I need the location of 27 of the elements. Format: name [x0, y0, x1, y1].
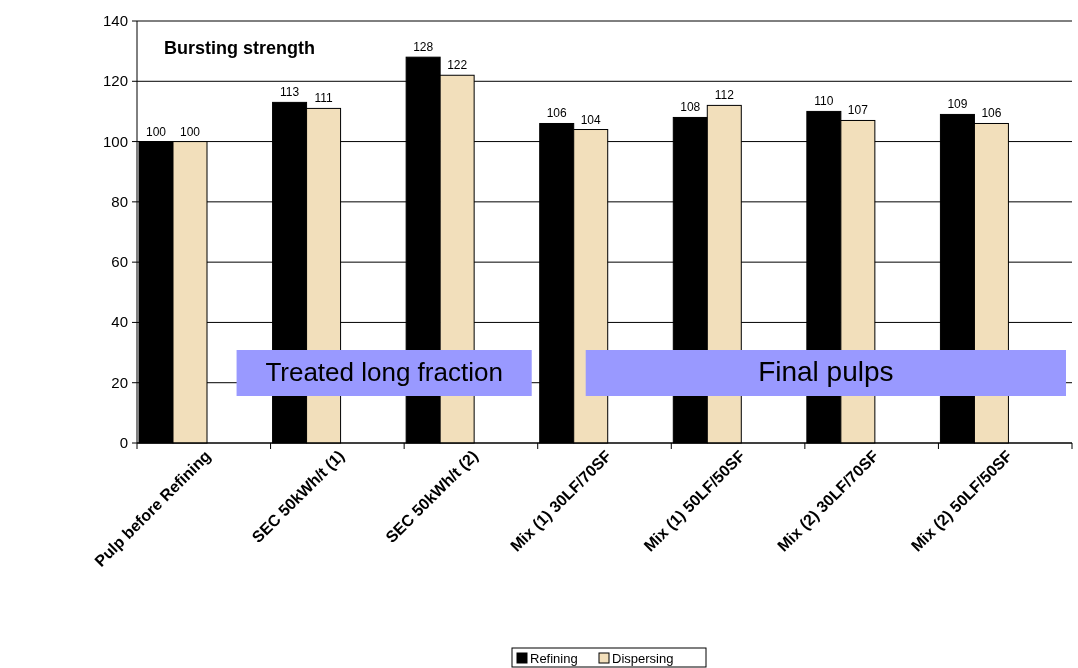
y-tick-label: 40: [111, 313, 128, 331]
y-tick-label: 20: [111, 373, 128, 391]
y-tick-label: 120: [102, 72, 128, 90]
data-label: 110: [814, 94, 834, 109]
data-label: 106: [981, 106, 1002, 121]
data-label: 112: [714, 88, 735, 103]
y-tick-label: 140: [102, 12, 128, 29]
y-tick-label: 0: [119, 434, 128, 451]
data-label: 100: [145, 124, 167, 139]
legend-label: Refining: [530, 651, 578, 666]
annotation: Treated long fraction: [265, 357, 503, 387]
y-tick-label: 80: [111, 192, 128, 210]
data-label: 108: [680, 100, 701, 115]
data-label: 128: [413, 40, 434, 55]
data-label: 107: [847, 103, 869, 118]
y-tick-label: 60: [111, 253, 128, 271]
data-label: 122: [447, 58, 468, 73]
data-label: 104: [580, 112, 602, 127]
legend-label: Dispersing: [612, 651, 674, 666]
data-label: 109: [947, 97, 968, 112]
data-label: 113: [280, 85, 300, 100]
y-tick-label: 100: [102, 132, 128, 150]
data-label: 111: [314, 91, 334, 106]
text: Bursting strength: [164, 38, 315, 58]
data-label: 106: [546, 106, 568, 121]
annotation: Final pulps: [758, 356, 894, 387]
data-label: 100: [179, 124, 201, 139]
